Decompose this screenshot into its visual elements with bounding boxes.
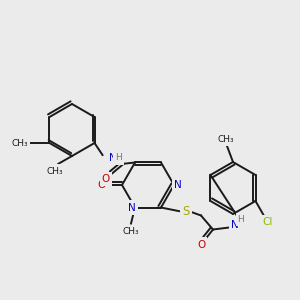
- Text: O: O: [102, 174, 110, 184]
- Text: CH₃: CH₃: [218, 134, 234, 143]
- Text: CH₃: CH₃: [11, 139, 28, 148]
- Text: O: O: [197, 239, 205, 250]
- Text: CH₃: CH₃: [47, 167, 63, 176]
- Text: S: S: [182, 205, 190, 218]
- Text: H: H: [115, 154, 122, 163]
- Text: N: N: [231, 220, 239, 230]
- Text: N: N: [174, 180, 182, 190]
- Text: CH₃: CH₃: [123, 227, 139, 236]
- Text: H: H: [238, 215, 244, 224]
- Text: N: N: [128, 202, 136, 212]
- Text: O: O: [97, 180, 105, 190]
- Text: N: N: [109, 153, 116, 163]
- Text: Cl: Cl: [262, 217, 273, 227]
